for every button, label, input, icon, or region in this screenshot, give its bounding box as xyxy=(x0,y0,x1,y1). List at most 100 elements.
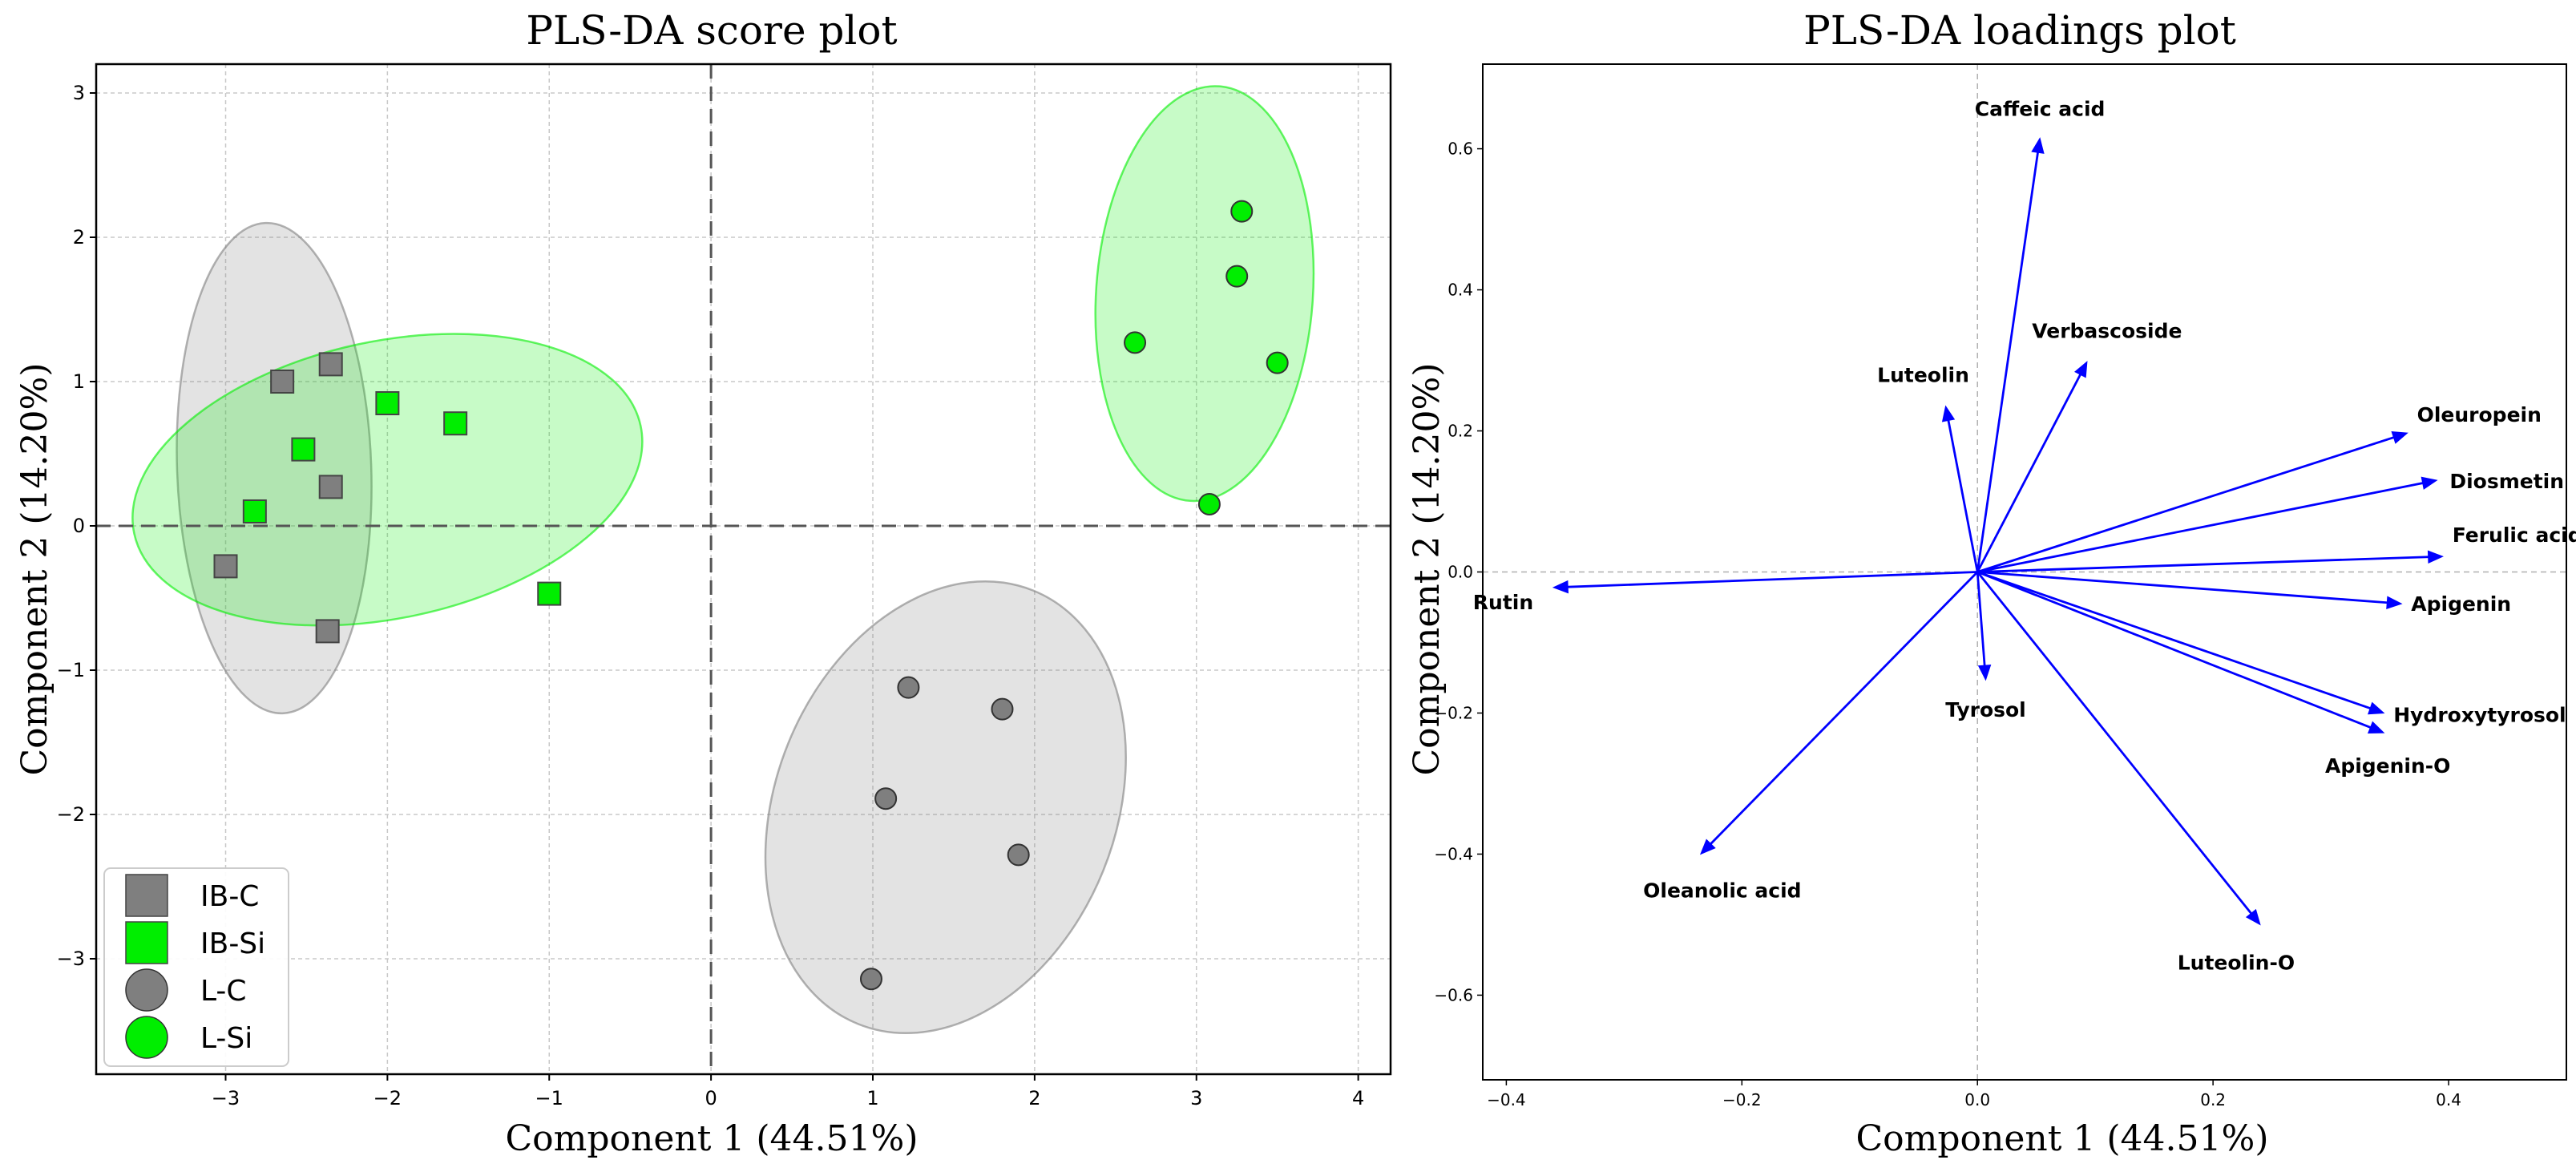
loading-arrow-luteolin-o xyxy=(1976,571,2261,926)
legend-label-l-si: L-Si xyxy=(200,1022,252,1055)
confidence-ellipse-ib-si xyxy=(131,333,644,627)
loading-arrow-caffeic-acid xyxy=(1976,137,2045,572)
data-point-l-si xyxy=(1266,351,1289,374)
loading-arrow-apigenin-o xyxy=(1976,571,2385,733)
loading-label: Ferulic acid xyxy=(2453,523,2576,547)
y-tick-label: −0.2 xyxy=(1434,703,1473,722)
loadings-plot-x-ticks: −0.4 −0.2 0.0 0.2 0.4 xyxy=(1487,1080,2461,1109)
data-point-l-c xyxy=(874,787,898,810)
loading-label: Luteolin-O xyxy=(2178,951,2295,974)
data-point-l-c xyxy=(859,968,882,991)
score-plot-points xyxy=(213,200,1289,991)
data-point-ib-c xyxy=(318,352,343,377)
score-plot-y-ticks: −3 −2 −1 0 1 2 3 xyxy=(57,82,96,970)
y-tick-label: 0.4 xyxy=(1447,281,1473,300)
score-plot-ellipses xyxy=(131,85,1315,1035)
x-tick-label: 0 xyxy=(705,1087,717,1109)
loading-label: Tyrosol xyxy=(1945,698,2026,721)
x-tick-label: −2 xyxy=(373,1087,402,1109)
y-tick-label: 3 xyxy=(73,82,85,104)
legend-label-ib-c: IB-C xyxy=(200,880,259,913)
loading-arrow-apigenin xyxy=(1977,571,2403,609)
x-tick-label: 4 xyxy=(1352,1087,1364,1109)
loading-arrow-hydroxytyrosol xyxy=(1976,571,2385,715)
score-plot-zero-lines xyxy=(96,64,1391,1074)
loading-arrow-luteolin xyxy=(1941,405,1979,572)
legend-label-ib-si: IB-Si xyxy=(200,927,265,960)
loading-label: Verbascoside xyxy=(2032,319,2182,342)
score-plot: PLS-DA score plot −3 −2 −1 0 1 2 3 4 −3 −2 −1 0 1 2 3… xyxy=(14,7,1392,1159)
y-tick-label: −0.6 xyxy=(1434,985,1473,1004)
data-point-l-si xyxy=(1197,493,1221,515)
y-tick-label: −0.4 xyxy=(1434,844,1473,863)
loadings-plot-zero-lines xyxy=(1483,64,2566,1080)
data-point-ib-si xyxy=(443,411,468,436)
y-tick-label: 0.0 xyxy=(1447,563,1473,582)
loading-arrow-oleanolic-acid xyxy=(1699,571,1979,855)
score-plot-x-ticks: −3 −2 −1 0 1 2 3 4 xyxy=(212,1074,1364,1109)
loading-arrow-oleuropein xyxy=(1976,431,2408,573)
score-plot-x-label: Component 1 (44.51%) xyxy=(505,1118,918,1159)
x-tick-label: −3 xyxy=(212,1087,240,1109)
loading-arrow-tyrosol xyxy=(1976,572,1992,681)
data-point-ib-si xyxy=(242,499,267,523)
loadings-plot-labels: Caffeic acid Verbascoside Luteolin Oleurope… xyxy=(1473,97,2576,974)
loadings-plot-y-ticks: −0.6 −0.4 −0.2 0.0 0.2 0.4 0.6 xyxy=(1434,139,1483,1004)
y-tick-label: −1 xyxy=(57,659,85,681)
y-tick-label: 0 xyxy=(73,515,85,537)
y-tick-label: −2 xyxy=(57,803,85,826)
y-tick-label: 0.6 xyxy=(1447,139,1473,159)
data-point-l-si xyxy=(1225,265,1249,288)
x-tick-label: 0.4 xyxy=(2436,1090,2461,1109)
data-point-l-si xyxy=(1124,331,1147,354)
data-point-ib-c xyxy=(213,554,238,579)
confidence-ellipse-l-si xyxy=(1094,85,1315,503)
y-tick-label: 0.2 xyxy=(1447,422,1473,441)
loading-label: Diosmetin xyxy=(2449,470,2564,493)
confidence-ellipse-l-c xyxy=(764,580,1127,1035)
legend-marker-ib-c xyxy=(125,874,168,917)
x-tick-label: 0.2 xyxy=(2200,1090,2226,1109)
data-point-ib-c xyxy=(315,619,340,644)
data-point-ib-c xyxy=(318,475,343,499)
loading-label: Apigenin xyxy=(2411,592,2511,616)
loadings-plot: PLS-DA loadings plot Caffeic acid Verbasc… xyxy=(1407,7,2576,1159)
loadings-plot-y-label: Component 2 (14.20%) xyxy=(1407,362,1447,775)
x-tick-label: 0.0 xyxy=(1964,1090,1990,1109)
loading-arrow-ferulic-acid xyxy=(1977,550,2444,573)
data-point-ib-si xyxy=(375,391,400,415)
loading-arrow-diosmetin xyxy=(1976,476,2438,573)
loading-arrow-verbascoside xyxy=(1976,361,2088,573)
x-tick-label: 2 xyxy=(1028,1087,1040,1109)
loading-label: Oleuropein xyxy=(2417,403,2542,426)
y-tick-label: 1 xyxy=(73,370,85,393)
legend-marker-l-c xyxy=(125,968,168,1012)
loading-label: Apigenin-O xyxy=(2325,754,2450,778)
loadings-plot-arrows xyxy=(1552,137,2444,926)
data-point-ib-c xyxy=(270,370,295,394)
confidence-ellipse-ib-c xyxy=(176,221,373,715)
data-point-l-c xyxy=(1007,843,1030,867)
score-plot-frame xyxy=(95,63,1392,1076)
x-tick-label: −0.4 xyxy=(1487,1090,1526,1109)
loading-label: Luteolin xyxy=(1877,364,1969,387)
legend-marker-ib-si xyxy=(125,921,168,964)
loading-label: Oleanolic acid xyxy=(1643,879,1801,902)
data-point-l-si xyxy=(1230,200,1254,223)
legend-label-l-c: L-C xyxy=(200,975,247,1008)
data-point-l-c xyxy=(897,676,920,699)
y-tick-label: −3 xyxy=(57,948,85,970)
loadings-plot-title: PLS-DA loadings plot xyxy=(1803,7,2236,54)
loading-arrow-rutin xyxy=(1552,571,1978,594)
legend-marker-l-si xyxy=(125,1016,168,1059)
data-point-ib-si xyxy=(537,581,562,606)
loading-label: Caffeic acid xyxy=(1975,97,2106,120)
y-tick-label: 2 xyxy=(73,226,85,249)
score-plot-legend: IB-C IB-Si L-C L-Si xyxy=(103,867,289,1067)
x-tick-label: 3 xyxy=(1190,1087,1202,1109)
loading-label: Hydroxytyrosol xyxy=(2393,703,2566,726)
x-tick-label: −1 xyxy=(535,1087,563,1109)
x-tick-label: −0.2 xyxy=(1722,1090,1762,1109)
loadings-plot-x-label: Component 1 (44.51%) xyxy=(1855,1118,2268,1159)
